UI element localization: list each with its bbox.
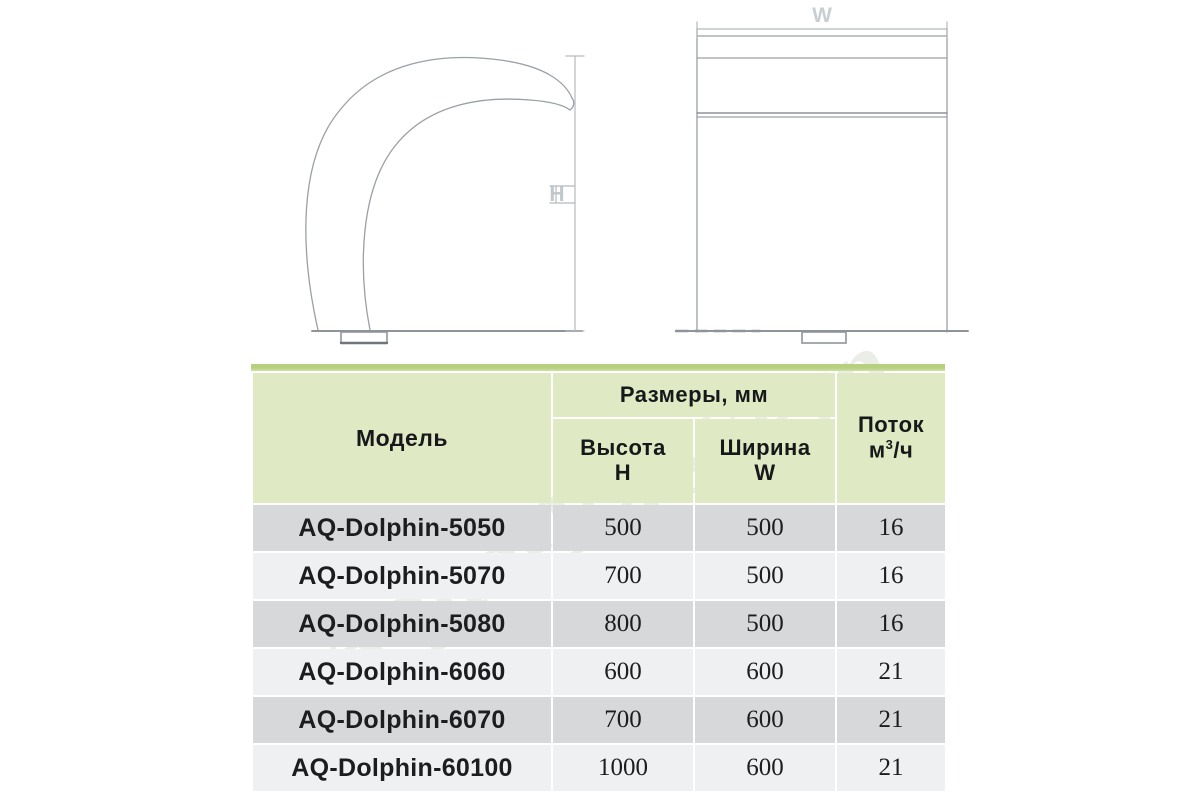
cell-model: AQ-Dolphin-5080 xyxy=(253,601,551,647)
table-row: AQ-Dolphin-6060 600 600 21 xyxy=(253,649,946,695)
side-view-mount-block xyxy=(340,331,388,344)
header-row-2: Высота H Ширина W xyxy=(253,419,945,503)
side-view-inner-curve xyxy=(362,98,571,331)
table-row: AQ-Dolphin-60100 1000 600 21 xyxy=(253,745,946,791)
cell-height: 600 xyxy=(553,649,693,695)
cell-width: 600 xyxy=(695,745,836,791)
specification-table: Модель Размеры, мм Поток м3/ч Высота H Ш… xyxy=(251,364,947,793)
table-header: Модель Размеры, мм Поток м3/ч Высота H Ш… xyxy=(253,373,946,503)
technical-drawings: H W xyxy=(0,0,1200,360)
table-row: AQ-Dolphin-5080 800 500 16 xyxy=(253,601,946,647)
header-flow-label: Поток xyxy=(857,412,925,438)
cell-model: AQ-Dolphin-6060 xyxy=(253,649,551,695)
header-flow: Поток м3/ч xyxy=(837,373,946,503)
header-flow-units: м3/ч xyxy=(837,436,945,463)
side-view-outer-curve xyxy=(305,56,573,331)
cell-flow: 16 xyxy=(837,601,946,647)
header-model: Модель xyxy=(253,373,551,503)
cell-flow: 21 xyxy=(837,649,946,695)
table-row: AQ-Dolphin-6070 700 600 21 xyxy=(253,697,946,743)
h-dimension-label: H xyxy=(549,183,564,206)
cell-height: 500 xyxy=(553,505,693,551)
side-view-spout-tip xyxy=(569,97,575,111)
header-dimensions-group: Размеры, мм xyxy=(553,373,836,417)
cell-model: AQ-Dolphin-5050 xyxy=(253,505,551,551)
header-width-symbol: W xyxy=(754,460,776,485)
cell-model: AQ-Dolphin-5070 xyxy=(253,553,551,599)
cell-flow: 16 xyxy=(837,553,946,599)
spec-table: Модель Размеры, мм Поток м3/ч Высота H Ш… xyxy=(251,371,947,793)
header-flow-units-sup: 3 xyxy=(885,436,894,452)
cell-width: 600 xyxy=(695,649,836,695)
cell-flow: 21 xyxy=(837,745,946,791)
cell-height: 800 xyxy=(553,601,693,647)
cell-width: 500 xyxy=(695,601,836,647)
header-flow-units-prefix: м xyxy=(868,437,886,463)
cell-flow: 21 xyxy=(837,697,946,743)
header-row-1: Модель Размеры, мм Поток м3/ч xyxy=(253,373,946,503)
table-row: AQ-Dolphin-5070 700 500 16 xyxy=(253,553,946,599)
front-view-dolphin-waterfall xyxy=(674,21,969,344)
cell-height: 700 xyxy=(553,697,693,743)
header-width-label: Ширина xyxy=(719,435,811,461)
header-height-label: Высота xyxy=(580,435,666,461)
header-width: Ширина W xyxy=(695,419,836,503)
cell-width: 500 xyxy=(695,505,836,551)
drawings-canvas: H W xyxy=(305,4,969,345)
cell-model: AQ-Dolphin-6070 xyxy=(253,697,551,743)
header-height-symbol: H xyxy=(614,460,632,485)
cell-height: 1000 xyxy=(553,745,693,791)
front-view-mount-block xyxy=(801,331,847,344)
table-row: AQ-Dolphin-5050 500 500 16 xyxy=(253,505,946,551)
w-dimension-label: W xyxy=(812,4,832,27)
header-height: Высота H xyxy=(553,419,693,503)
table-body: AQ-Dolphin-5050 500 500 16 AQ-Dolphin-50… xyxy=(253,505,946,791)
table-top-rule xyxy=(251,364,945,371)
cell-height: 700 xyxy=(553,553,693,599)
side-view-dolphin-waterfall xyxy=(305,55,585,345)
cell-flow: 16 xyxy=(837,505,946,551)
cell-width: 600 xyxy=(695,697,836,743)
cell-model: AQ-Dolphin-60100 xyxy=(253,745,551,791)
header-flow-units-suffix: /ч xyxy=(893,437,914,463)
cell-width: 500 xyxy=(695,553,836,599)
